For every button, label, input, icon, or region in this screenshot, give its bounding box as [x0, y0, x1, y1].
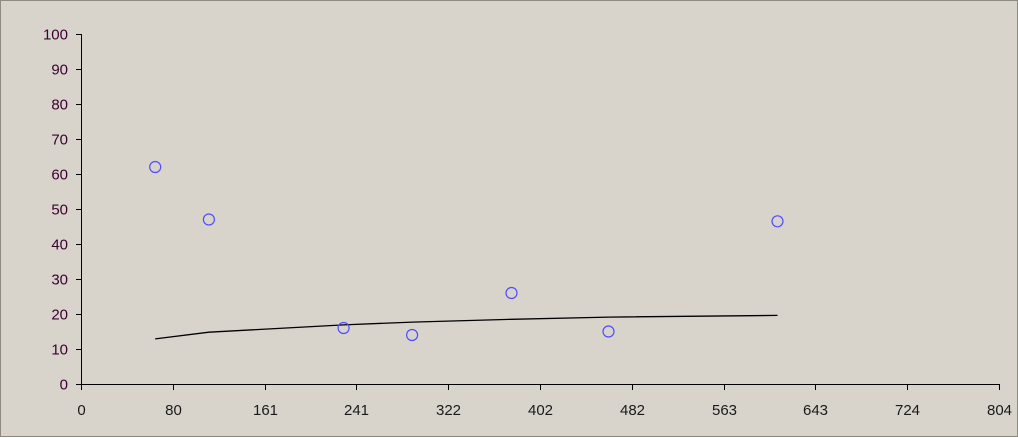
y-tick-label: 50	[51, 202, 68, 219]
x-tick-label: 0	[77, 402, 85, 419]
y-tick-label: 100	[43, 27, 68, 44]
x-axis: 0 80 161 241 322 402 482 563 643 724 804	[77, 384, 1012, 419]
data-point	[406, 328, 419, 342]
x-tick-label: 804	[987, 402, 1012, 419]
data-points-layer	[149, 160, 784, 342]
x-tick-label: 402	[528, 402, 553, 419]
y-tick-label: 10	[51, 342, 68, 359]
data-point	[602, 325, 615, 338]
y-tick-label: 90	[51, 62, 68, 79]
y-tick-label: 80	[51, 97, 68, 114]
x-tick-label: 563	[712, 402, 737, 419]
x-tick-label: 643	[803, 402, 828, 419]
x-tick-label: 322	[436, 402, 461, 419]
x-tick-label: 161	[253, 402, 278, 419]
y-tick-label: 0	[60, 377, 68, 394]
x-tick-label: 482	[620, 402, 645, 419]
x-tick-label: 80	[165, 402, 182, 419]
x-tick-label: 241	[344, 402, 369, 419]
y-tick-label: 70	[51, 132, 68, 149]
y-tick-label: 40	[51, 237, 68, 254]
y-tick-label: 20	[51, 307, 68, 324]
data-point	[202, 213, 215, 226]
data-point	[337, 321, 350, 335]
y-axis: 0 10 20 30 40 50 60 70 80 90 100	[43, 27, 82, 394]
y-tick-label: 60	[51, 167, 68, 184]
trendline	[155, 314, 778, 340]
data-point	[505, 286, 518, 300]
x-tick-label: 724	[895, 402, 920, 419]
trendline-layer	[155, 314, 778, 340]
y-tick-label: 30	[51, 272, 68, 289]
data-point	[149, 160, 162, 174]
data-point	[771, 215, 784, 228]
